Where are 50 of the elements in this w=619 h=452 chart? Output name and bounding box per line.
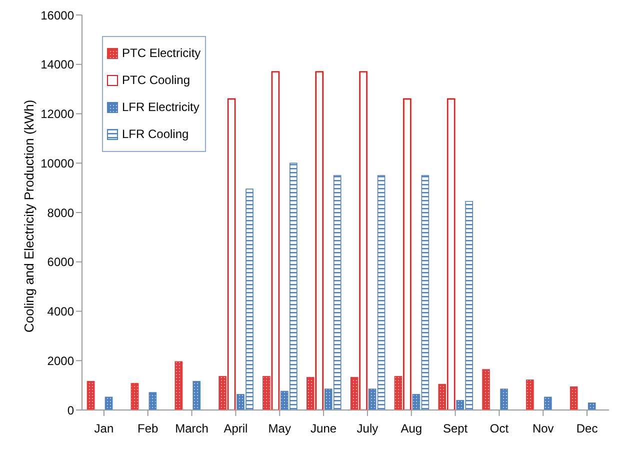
x-tick-label: Jan	[94, 422, 114, 436]
x-tick-label: Dec	[576, 422, 598, 436]
bar	[271, 71, 280, 410]
bar	[570, 386, 578, 410]
legend-label: LFR Cooling	[122, 127, 189, 141]
y-tick-label: 12000	[40, 107, 74, 122]
bar	[359, 71, 368, 410]
bar	[306, 377, 314, 410]
bar	[218, 376, 226, 410]
bar	[192, 380, 201, 410]
bar	[262, 376, 270, 410]
legend-label: PTC Cooling	[122, 73, 190, 87]
bar	[394, 376, 402, 410]
x-tick-label: Aug	[400, 422, 422, 436]
bar	[403, 98, 412, 410]
x-tick-label: June	[310, 422, 337, 436]
x-tick-label: July	[356, 422, 378, 436]
x-tick-label: Nov	[532, 422, 554, 436]
bar	[500, 388, 508, 410]
bar	[482, 369, 490, 410]
bar	[526, 379, 534, 410]
bar	[148, 392, 157, 410]
legend-label: PTC Electricity	[122, 46, 201, 60]
bar	[86, 380, 95, 410]
y-tick-label: 0	[67, 403, 74, 418]
bar	[104, 396, 113, 410]
bar	[315, 71, 324, 410]
legend-label: LFR Electricity	[122, 100, 200, 114]
x-tick-label: March	[175, 422, 208, 436]
y-tick-label: 2000	[47, 354, 74, 368]
y-tick-label: 16000	[40, 8, 74, 22]
y-tick-label: 4000	[47, 304, 74, 319]
y-tick-label: 6000	[47, 255, 74, 270]
x-tick-label: Feb	[138, 422, 159, 436]
x-tick-label: Oct	[490, 422, 510, 436]
bar	[438, 384, 446, 410]
y-axis-title: Cooling and Electricity Production (kWh)	[22, 100, 37, 332]
bar	[446, 98, 456, 410]
y-tick-label: 10000	[40, 156, 74, 170]
bar	[174, 361, 183, 410]
x-tick-label: May	[268, 422, 291, 436]
bar	[130, 382, 139, 410]
bar	[350, 377, 358, 410]
x-tick-label: Sept	[442, 422, 468, 436]
y-tick-label: 8000	[47, 206, 74, 220]
bar	[227, 98, 236, 410]
y-tick-label: 14000	[40, 58, 74, 72]
x-tick-label: April	[224, 422, 248, 436]
bar	[544, 396, 552, 410]
bar	[588, 402, 596, 410]
